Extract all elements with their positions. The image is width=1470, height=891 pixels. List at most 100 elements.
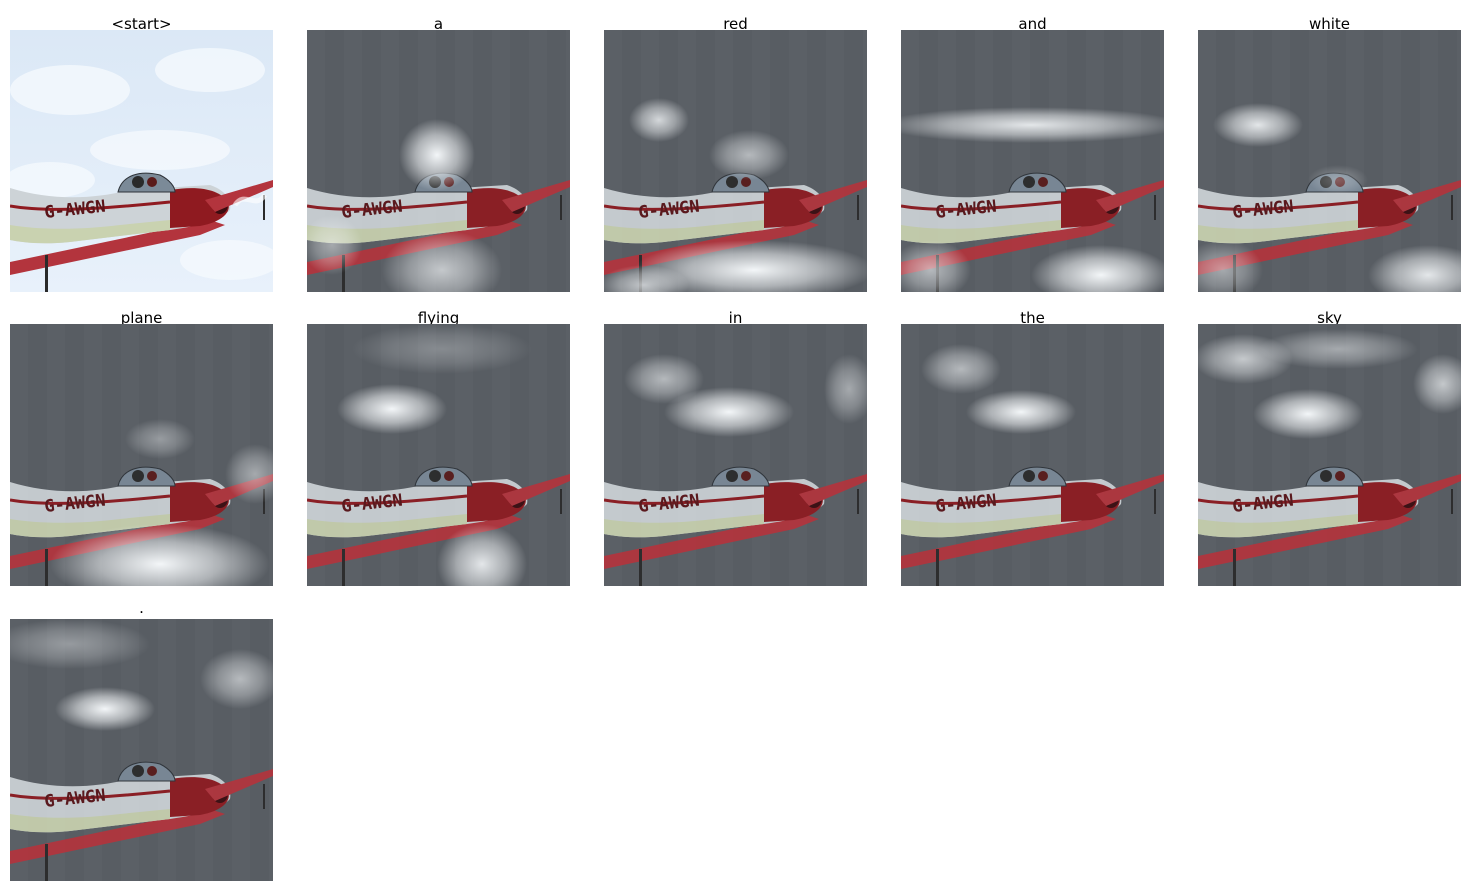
panel-title: red xyxy=(723,15,748,33)
pilot-two-head xyxy=(147,471,157,481)
fuselage-belly xyxy=(10,220,170,244)
canopy xyxy=(117,466,176,487)
attention-heatmap-period: G-AWGN xyxy=(10,619,273,881)
texture-band xyxy=(307,324,325,586)
upper-wing xyxy=(1096,474,1164,506)
cloud xyxy=(90,130,230,170)
texture-band xyxy=(1457,30,1461,292)
pilot-two-head xyxy=(1038,177,1048,187)
panel-period: . G-AWGN xyxy=(10,597,273,881)
panel-title: white xyxy=(1308,15,1351,33)
attention-glow xyxy=(1258,329,1418,369)
pilot-head xyxy=(726,470,738,482)
upper-wing xyxy=(205,769,273,801)
panel-sky: sky G-AWGN xyxy=(1198,302,1461,586)
panel-and: and G-AWGN xyxy=(901,8,1164,292)
smoke-trail xyxy=(232,193,268,207)
attention-heatmap-sky: G-AWGN xyxy=(1198,324,1461,586)
panel-flying: flying G-AWGN xyxy=(307,302,570,586)
pilot-two-head xyxy=(444,471,454,481)
pilot-head xyxy=(726,176,738,188)
pilot-head xyxy=(1023,470,1035,482)
texture-band xyxy=(566,30,570,292)
attention-glow xyxy=(1413,354,1461,414)
attention-glow xyxy=(307,215,362,275)
canopy xyxy=(117,761,176,782)
texture-band xyxy=(1346,30,1364,292)
landing-gear xyxy=(639,549,642,586)
wing-strut xyxy=(857,489,859,514)
attention-heatmap-red: G-AWGN xyxy=(604,30,867,292)
texture-band xyxy=(901,324,919,586)
panel-plane: plane G-AWGN xyxy=(10,302,273,586)
panel-title: sky xyxy=(1317,309,1342,327)
texture-band xyxy=(158,619,176,881)
lower-wing xyxy=(1198,514,1413,569)
fuselage-stripe xyxy=(901,200,1062,211)
attention-glow xyxy=(50,524,270,586)
texture-band xyxy=(715,324,733,586)
attention-glow xyxy=(125,419,195,459)
attention-heatmap-in: G-AWGN xyxy=(604,324,867,586)
attention-glow xyxy=(337,384,447,434)
texture-band xyxy=(1012,324,1030,586)
texture-band xyxy=(566,324,570,586)
wing-strut xyxy=(560,195,562,220)
airplane: G-AWGN xyxy=(1198,466,1461,586)
texture-band xyxy=(529,324,547,586)
attention-glow xyxy=(437,524,527,586)
texture-band xyxy=(1123,324,1141,586)
attention-glow xyxy=(55,687,155,731)
pilot-head xyxy=(132,470,144,482)
texture-band xyxy=(752,324,770,586)
panel-title: and xyxy=(1018,15,1047,33)
pilot-two-head xyxy=(741,471,751,481)
fuselage-stripe xyxy=(307,494,468,505)
pilot-two-head xyxy=(1335,471,1345,481)
texture-band xyxy=(1160,324,1164,586)
attention-glow xyxy=(10,619,150,669)
lower-wing xyxy=(604,514,819,569)
panel-start: <start> G-AWGN xyxy=(10,8,273,292)
attention-glow xyxy=(399,119,475,191)
landing-gear xyxy=(45,844,48,881)
fuselage-stripe xyxy=(10,789,171,800)
fuselage-stripe xyxy=(604,494,765,505)
panel-title: in xyxy=(728,309,743,327)
wing-strut xyxy=(1451,489,1453,514)
panel-title: plane xyxy=(120,309,163,327)
texture-band xyxy=(1012,30,1030,292)
attention-glow xyxy=(1198,240,1263,292)
texture-band xyxy=(863,30,867,292)
original-photo: G-AWGN xyxy=(10,30,273,292)
panel-title: . xyxy=(139,599,144,617)
fuselage-belly xyxy=(604,220,764,244)
attention-glow xyxy=(200,649,273,709)
landing-gear xyxy=(45,549,48,586)
fuselage-belly xyxy=(307,514,467,538)
fuselage-stripe xyxy=(1198,200,1359,211)
landing-gear xyxy=(1233,549,1236,586)
attention-heatmap-flying: G-AWGN xyxy=(307,324,570,586)
canopy xyxy=(414,466,473,487)
lower-wing xyxy=(10,809,225,864)
fuselage-belly xyxy=(901,220,1061,244)
lower-wing xyxy=(10,220,225,275)
airplane: G-AWGN xyxy=(604,466,867,586)
attention-heatmap-the: G-AWGN xyxy=(901,324,1164,586)
cloud xyxy=(10,65,130,115)
upper-wing xyxy=(502,180,570,212)
upper-wing xyxy=(205,180,273,212)
wing-strut xyxy=(560,489,562,514)
panel-title: the xyxy=(1020,309,1045,327)
attention-glow xyxy=(1308,165,1368,195)
texture-band xyxy=(269,619,273,881)
texture-band xyxy=(1160,30,1164,292)
canopy xyxy=(1305,466,1364,487)
attention-glow xyxy=(604,265,689,292)
texture-band xyxy=(1309,30,1327,292)
pilot-head xyxy=(1320,470,1332,482)
fuselage-belly xyxy=(1198,220,1358,244)
panel-the: the G-AWGN xyxy=(901,302,1164,586)
fuselage-stripe xyxy=(1198,494,1359,505)
